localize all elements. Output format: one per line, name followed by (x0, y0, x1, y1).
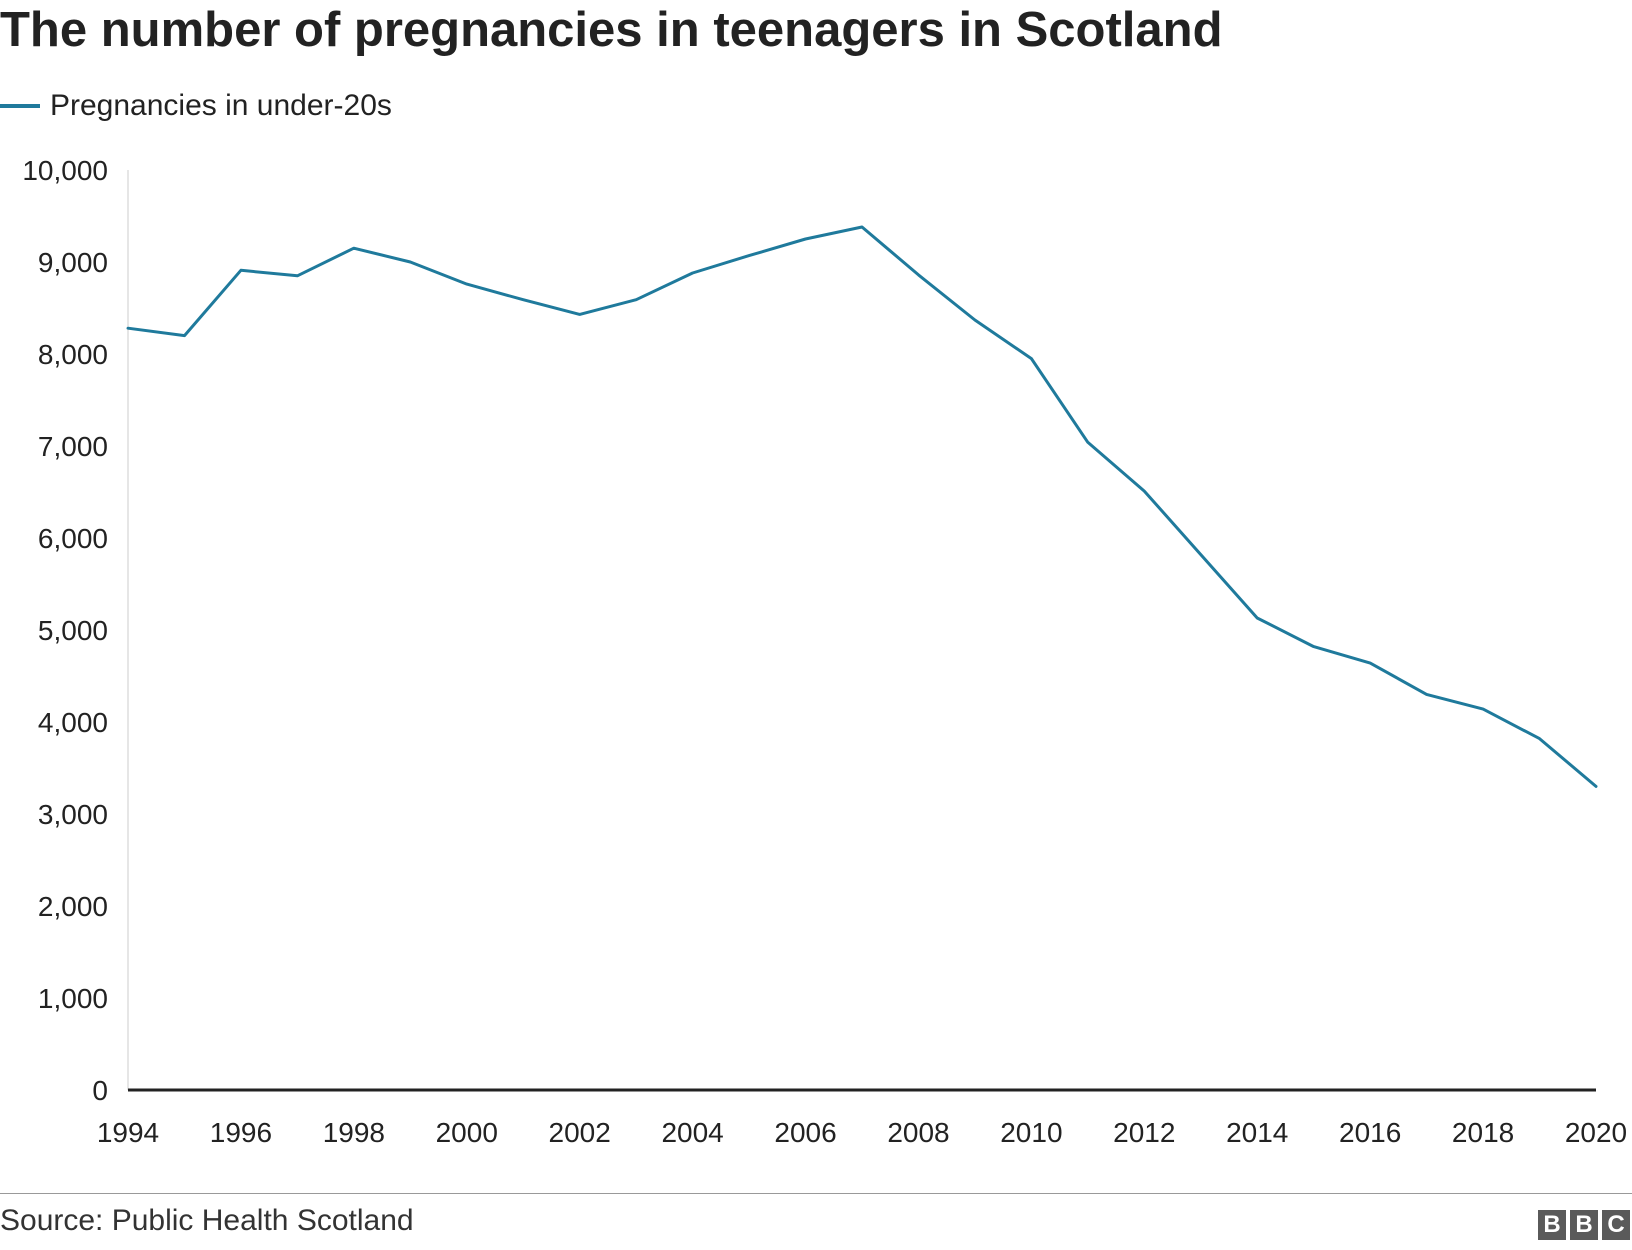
y-tick-label: 6,000 (38, 523, 108, 554)
x-tick-label: 2018 (1452, 1117, 1514, 1148)
legend-swatch (0, 104, 40, 108)
x-tick-label: 2000 (436, 1117, 498, 1148)
y-tick-label: 2,000 (38, 891, 108, 922)
legend-label: Pregnancies in under-20s (50, 89, 392, 122)
x-tick-label: 2002 (549, 1117, 611, 1148)
x-tick-label: 1994 (97, 1117, 159, 1148)
x-tick-label: 2008 (887, 1117, 949, 1148)
bbc-logo: B B C (1538, 1210, 1630, 1240)
legend: Pregnancies in under-20s (0, 86, 392, 126)
y-tick-label: 10,000 (22, 155, 108, 186)
x-tick-label: 1996 (210, 1117, 272, 1148)
series-line-pregnancies-under-20s (126, 225, 1598, 788)
x-tick-label: 2014 (1226, 1117, 1288, 1148)
x-tick-label: 2012 (1113, 1117, 1175, 1148)
y-tick-label: 7,000 (38, 431, 108, 462)
x-tick-label: 2010 (1000, 1117, 1062, 1148)
line-chart: 0 1,000 2,000 3,000 4,000 5,000 6,000 7,000 8,00… (22, 155, 1627, 1148)
footer-divider (0, 1193, 1632, 1194)
x-tick-label: 2016 (1339, 1117, 1401, 1148)
y-tick-label: 1,000 (38, 983, 108, 1014)
x-tick-label: 2004 (661, 1117, 723, 1148)
y-tick-label: 9,000 (38, 247, 108, 278)
y-tick-label: 3,000 (38, 799, 108, 830)
bbc-logo-letter: B (1538, 1210, 1566, 1240)
bbc-logo-letter: B (1570, 1210, 1598, 1240)
y-tick-label: 0 (92, 1075, 108, 1106)
y-tick-label: 5,000 (38, 615, 108, 646)
y-tick-label: 4,000 (38, 707, 108, 738)
y-tick-label: 8,000 (38, 339, 108, 370)
x-tick-label: 1998 (323, 1117, 385, 1148)
x-tick-label: 2020 (1565, 1117, 1627, 1148)
chart-title: The number of pregnancies in teenagers i… (0, 3, 1223, 57)
source-note: Source: Public Health Scotland (0, 1204, 414, 1237)
x-tick-label: 2006 (774, 1117, 836, 1148)
bbc-logo-letter: C (1602, 1210, 1630, 1240)
